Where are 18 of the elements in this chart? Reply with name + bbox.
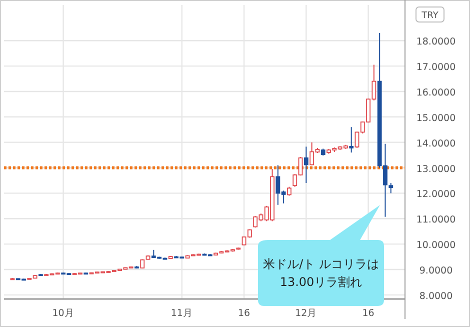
x-tick-label: 16: [238, 308, 250, 319]
y-tick-label: 18.0000: [416, 36, 456, 48]
y-tick-label: 15.0000: [416, 112, 456, 124]
x-tick-label: 16: [362, 308, 374, 319]
y-axis-title: TRY: [420, 11, 439, 21]
x-tick-label: 11月: [170, 308, 193, 319]
annotation: 米ドル/ト ルコリラは 13.00リラ割れ: [263, 257, 379, 289]
y-tick-label: 9.0000: [419, 266, 453, 276]
y-tick-label: 17.0000: [416, 62, 456, 74]
y-tick-label: 13.0000: [416, 164, 456, 175]
y-tick-label: 12.0000: [416, 189, 456, 200]
y-tick-label: 11.0000: [416, 214, 456, 226]
x-tick-label: 10月: [52, 308, 74, 319]
y-tick-label: 16.0000: [416, 87, 456, 98]
y-tick-label: 8.0000: [419, 290, 453, 302]
y-tick-label: 14.0000: [416, 138, 456, 150]
y-tick-label: 10.0000: [416, 240, 456, 252]
x-tick-label: 12月: [295, 308, 318, 319]
